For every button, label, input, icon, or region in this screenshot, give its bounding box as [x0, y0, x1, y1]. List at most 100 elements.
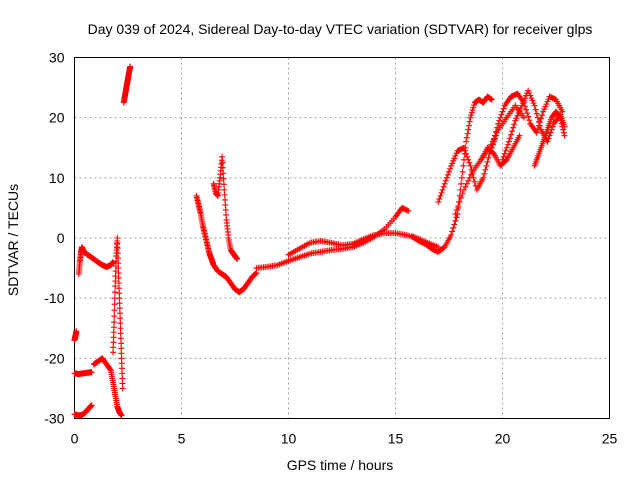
series-arc-6	[110, 235, 126, 392]
data-point	[558, 120, 565, 127]
data-point	[466, 159, 473, 166]
data-point	[520, 114, 527, 121]
data-point	[449, 228, 456, 235]
data-point	[468, 171, 475, 178]
data-point	[112, 273, 119, 280]
data-point	[111, 289, 118, 296]
data-point	[455, 202, 462, 209]
y-tick-label: -10	[44, 290, 64, 306]
data-point	[118, 355, 125, 362]
data-point	[219, 159, 226, 166]
data-point	[490, 136, 497, 143]
data-point	[117, 330, 124, 337]
y-tick-label: -30	[44, 411, 64, 427]
data-point	[453, 206, 460, 213]
grid-lines	[74, 57, 610, 419]
data-point	[220, 181, 227, 188]
data-point	[110, 344, 117, 351]
data-point	[116, 305, 123, 312]
data-point	[516, 132, 523, 139]
data-point	[485, 154, 492, 161]
data-point	[497, 114, 504, 121]
data-point	[460, 144, 467, 151]
data-point	[493, 129, 500, 136]
data-point	[448, 231, 455, 238]
x-tick-labels: 0 5 10 15 20 25	[71, 431, 618, 447]
data-point	[110, 324, 117, 331]
x-tick-label: 15	[388, 431, 404, 447]
data-point	[405, 207, 412, 214]
data-point	[110, 349, 117, 356]
x-tick-label: 25	[602, 431, 618, 447]
data-point	[440, 183, 447, 190]
data-point	[111, 301, 118, 308]
data-point	[463, 180, 470, 187]
plot-frame	[74, 57, 610, 419]
data-point	[465, 177, 472, 184]
series-arc-8	[193, 192, 260, 296]
data-point	[117, 325, 124, 332]
data-point	[118, 350, 125, 357]
series-arc-17	[531, 108, 568, 169]
data-point	[533, 110, 540, 117]
data-point	[234, 256, 241, 263]
data-point	[510, 124, 517, 131]
data-point	[451, 221, 458, 228]
data-point	[500, 105, 507, 112]
data-point	[539, 112, 546, 119]
data-point	[442, 177, 449, 184]
x-tick-label: 0	[71, 431, 79, 447]
data-point	[503, 144, 510, 151]
data-point	[222, 206, 229, 213]
data-point	[547, 129, 554, 136]
data-point	[495, 120, 502, 127]
data-point	[502, 157, 509, 164]
data-point	[501, 150, 508, 157]
data-point	[526, 117, 533, 124]
data-point	[119, 385, 126, 392]
data-point	[251, 271, 258, 278]
data-point	[505, 138, 512, 145]
data-point	[533, 129, 540, 136]
data-point	[483, 162, 490, 169]
data-point	[496, 117, 503, 124]
series-arc-5	[90, 355, 125, 419]
data-point	[460, 186, 467, 193]
data-point	[114, 240, 121, 247]
data-point	[504, 141, 511, 148]
data-point	[492, 132, 499, 139]
series-arc-11	[285, 230, 442, 258]
data-point	[525, 113, 532, 120]
data-point	[118, 360, 125, 367]
data-point	[118, 365, 125, 372]
x-axis-label: GPS time / hours	[287, 457, 394, 473]
data-point	[110, 259, 117, 266]
data-point	[463, 134, 470, 141]
data-point	[118, 412, 125, 419]
data-point	[438, 189, 445, 196]
data-point	[452, 217, 459, 224]
data-point	[498, 111, 505, 118]
x-tick-label: 5	[178, 431, 186, 447]
data-point	[110, 339, 117, 346]
data-point	[480, 174, 487, 181]
data-point	[561, 132, 568, 139]
data-point	[557, 114, 564, 121]
data-point	[116, 290, 123, 297]
y-tick-label: 0	[57, 230, 65, 246]
y-tick-labels: 30 20 10 0 -10 -20 -30	[44, 50, 64, 427]
data-point	[119, 370, 126, 377]
series-arc-18	[478, 132, 523, 169]
data-point	[119, 375, 126, 382]
data-point	[446, 168, 452, 175]
data-point	[436, 195, 443, 202]
data-point	[111, 319, 118, 326]
data-point	[115, 260, 122, 267]
data-point	[506, 135, 513, 142]
data-point	[110, 334, 117, 341]
data-point	[549, 123, 556, 130]
data-point	[465, 156, 472, 163]
data-point	[114, 245, 121, 252]
data-point	[499, 108, 506, 115]
